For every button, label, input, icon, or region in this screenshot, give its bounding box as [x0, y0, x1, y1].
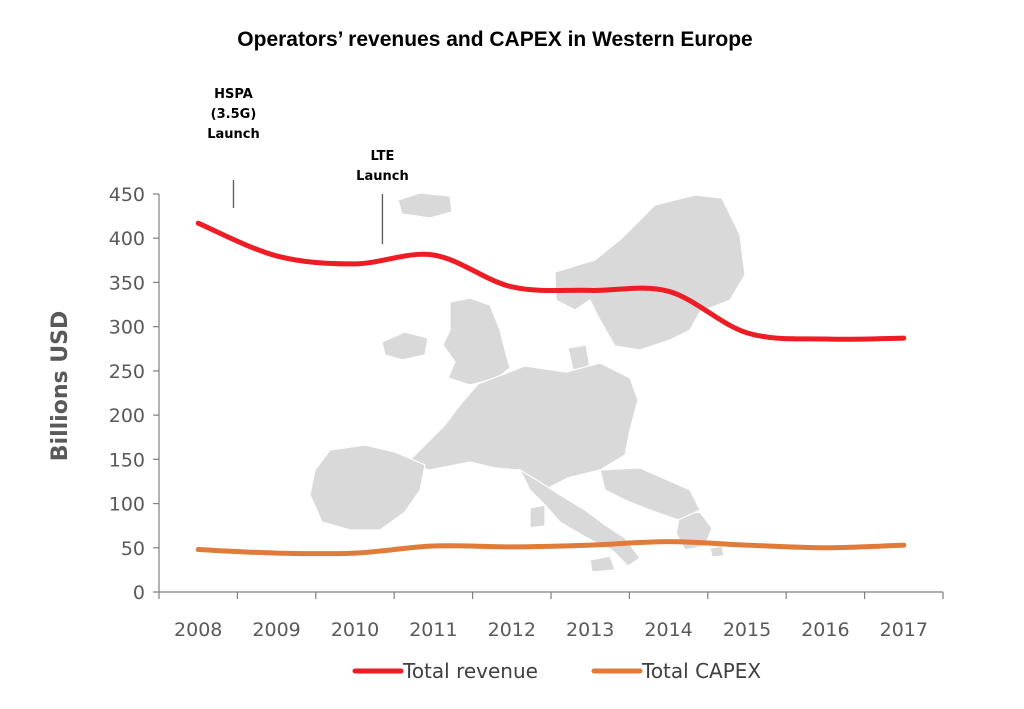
x-tick-label: 2017	[880, 619, 928, 641]
x-tick-label: 2011	[409, 619, 457, 641]
data-point	[353, 262, 357, 266]
data-point	[275, 551, 279, 555]
data-point	[667, 289, 671, 293]
data-point	[745, 543, 749, 547]
x-tick-label: 2012	[488, 619, 536, 641]
y-tick-label: 350	[109, 272, 145, 294]
legend-label: Total revenue	[402, 659, 538, 683]
y-tick-label: 50	[121, 538, 145, 560]
legend-label: Total CAPEX	[641, 659, 761, 683]
y-tick-label: 400	[109, 228, 145, 250]
y-tick-label: 250	[109, 361, 145, 383]
x-tick-label: 2013	[566, 619, 614, 641]
y-axis-label: Billions USD	[48, 311, 73, 461]
annotation-label: HSPA	[214, 87, 253, 102]
legend: Total revenue Total CAPEX	[352, 659, 761, 683]
data-point	[588, 543, 592, 547]
data-point	[823, 337, 827, 341]
x-tick-label: 2014	[644, 619, 692, 641]
annotation-label: LTE	[370, 149, 394, 164]
series-line-total-revenue	[195, 220, 907, 342]
annotation-label: (3.5G)	[211, 107, 257, 122]
x-tick-label: 2015	[723, 619, 771, 641]
data-point	[667, 540, 671, 544]
x-tick-label: 2009	[252, 619, 300, 641]
chart-title: Operators’ revenues and CAPEX in Western…	[237, 28, 752, 51]
annotation-label: Launch	[207, 127, 260, 142]
data-point	[510, 285, 514, 289]
data-point	[588, 288, 592, 292]
series-line-total-capex	[195, 539, 907, 557]
x-axis: 2008 2009 2010 2011 2012 2013 2014 2015 2016 2017	[158, 591, 944, 641]
data-point	[275, 254, 279, 258]
data-point	[902, 543, 906, 547]
data-point	[823, 546, 827, 550]
y-tick-label: 450	[109, 184, 145, 206]
x-tick-label: 2016	[801, 619, 849, 641]
y-tick-label: 150	[109, 449, 145, 471]
data-point	[431, 544, 435, 548]
x-tick-label: 2008	[174, 619, 222, 641]
data-point	[196, 221, 200, 225]
x-tick-label: 2010	[331, 619, 379, 641]
europe-map-image	[309, 192, 746, 573]
y-axis: 0 50 100 150 200 250 300 350 400 450	[109, 184, 160, 604]
y-tick-label: 0	[133, 582, 145, 604]
annotations: HSPA (3.5G) Launch LTE Launch	[207, 87, 409, 244]
annotation-label: Launch	[356, 169, 409, 184]
y-tick-label: 100	[109, 494, 145, 516]
data-point	[196, 548, 200, 552]
data-point	[431, 253, 435, 257]
data-point	[353, 551, 357, 555]
data-point	[902, 336, 906, 340]
data-point	[510, 545, 514, 549]
series-lines	[195, 220, 907, 557]
y-tick-label: 300	[109, 317, 145, 339]
data-point	[745, 331, 749, 335]
y-tick-label: 200	[109, 405, 145, 427]
